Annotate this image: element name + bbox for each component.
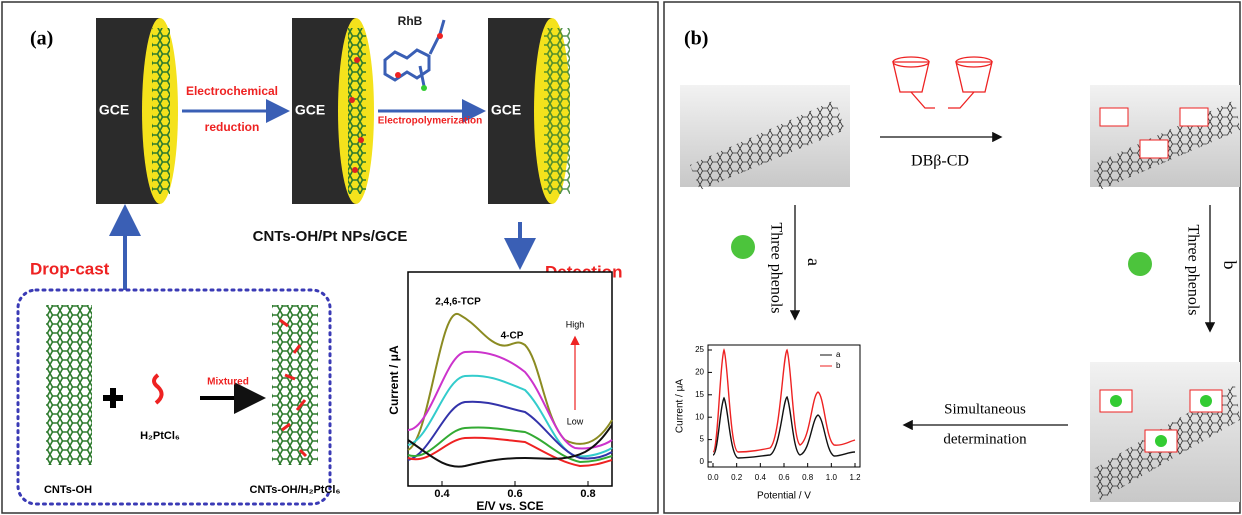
x-tick-label: 0.4: [755, 473, 767, 482]
phenol-icon: [1128, 252, 1152, 276]
item-label: H₂PtCl₆: [140, 430, 180, 442]
panel-label: (a): [30, 28, 53, 50]
step-label: a: [804, 258, 824, 266]
reagent-label: RhB: [398, 14, 423, 28]
electrode-name: CNTs-OH/Pt NPs/GCE: [253, 228, 408, 245]
x-tick-label: 0.6: [507, 488, 522, 500]
x-tick-label: 0.4: [434, 488, 450, 500]
nanotube-image: [1090, 85, 1240, 190]
step-label: Three phenols: [1184, 224, 1201, 315]
electrode-label: GCE: [491, 102, 521, 118]
step-label: Mixtured: [207, 377, 249, 388]
electrode: GCE: [292, 18, 374, 204]
electrode: GCE: [96, 18, 178, 204]
nanotube-image: [1090, 362, 1240, 502]
cyclodextrin-dimer: [893, 57, 992, 108]
nanotube: [272, 305, 318, 465]
panel-b: (b) DBβ-CD Three phenols a Three phenols…: [664, 2, 1240, 513]
axis-label: E/V vs. SCE: [476, 499, 543, 513]
x-tick-label: 0.6: [778, 473, 790, 482]
legend-text: High: [566, 319, 585, 329]
electrode-label: GCE: [99, 102, 129, 118]
electrode-label: GCE: [295, 102, 325, 118]
x-tick-label: 0.0: [707, 473, 719, 482]
y-tick-label: 0: [700, 457, 705, 466]
x-tick-label: 0.8: [580, 488, 595, 500]
panel-label: (b): [684, 28, 708, 50]
y-tick-label: 25: [695, 345, 704, 354]
x-tick-label: 0.2: [731, 473, 743, 482]
phenol-icon: [731, 235, 755, 259]
y-tick-label: 10: [695, 412, 704, 421]
salt-icon: [154, 375, 162, 403]
nanotube: [46, 305, 92, 465]
legend-text: b: [836, 361, 841, 370]
y-tick-label: 15: [695, 390, 704, 399]
step-label: Electropolymerization: [378, 116, 482, 127]
reagent-label: DBβ-CD: [911, 153, 969, 170]
axis-label: Potential / V: [757, 491, 811, 502]
step-label: determination: [943, 431, 1027, 447]
step-label: b: [1220, 261, 1240, 270]
peak-label: 2,4,6-TCP: [435, 297, 481, 308]
plus: [103, 388, 123, 408]
step-label: Three phenols: [767, 222, 784, 313]
step-label: Simultaneous: [944, 401, 1026, 417]
step-label: Drop-cast: [30, 259, 110, 278]
axis-label: Current / μA: [387, 345, 401, 415]
x-tick-label: 1.0: [826, 473, 838, 482]
legend-text: a: [836, 350, 841, 359]
molecule: [385, 20, 444, 91]
x-tick-label: 1.2: [849, 473, 861, 482]
axis-label: Current / μA: [675, 379, 686, 433]
electrode: GCE: [488, 18, 570, 204]
panel-a: (a) GCE GCE GCE Electrochemical reductio…: [2, 2, 658, 513]
item-label: CNTs-OH/H₂PtCl₆: [250, 484, 341, 496]
peak-label: 4-CP: [501, 331, 524, 342]
step-label: Electrochemical: [186, 84, 278, 98]
nanotube-image: [680, 85, 850, 190]
item-label: CNTs-OH: [44, 484, 92, 496]
y-tick-label: 20: [695, 368, 704, 377]
y-tick-label: 5: [700, 435, 705, 444]
x-tick-label: 0.8: [802, 473, 814, 482]
figure: (a) GCE GCE GCE Electrochemical reductio…: [0, 0, 1242, 515]
step-label: reduction: [205, 120, 260, 134]
legend-text: Low: [567, 416, 584, 426]
